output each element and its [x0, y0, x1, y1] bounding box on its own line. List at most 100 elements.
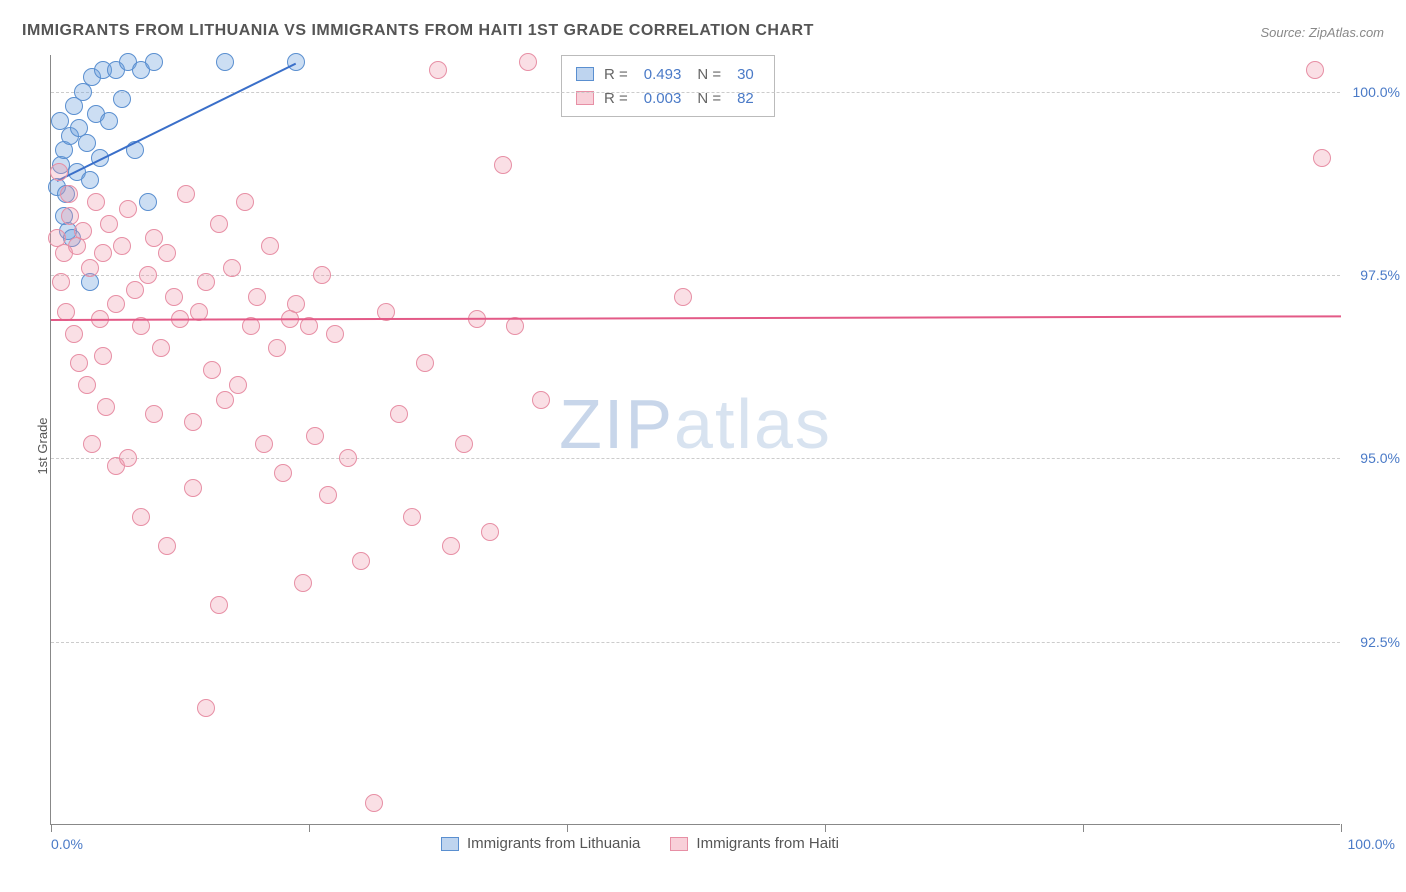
data-point: [403, 508, 421, 526]
x-axis-max-label: 100.0%: [1348, 836, 1395, 852]
data-point: [674, 288, 692, 306]
data-point: [352, 552, 370, 570]
gridline: [51, 458, 1340, 459]
data-point: [52, 273, 70, 291]
data-point: [390, 405, 408, 423]
swatch-blue-icon: [576, 67, 594, 81]
data-point: [70, 354, 88, 372]
data-point: [87, 193, 105, 211]
data-point: [94, 347, 112, 365]
data-point: [81, 171, 99, 189]
y-tick-label: 92.5%: [1345, 634, 1400, 650]
data-point: [100, 215, 118, 233]
data-point: [210, 215, 228, 233]
data-point: [455, 435, 473, 453]
data-point: [442, 537, 460, 555]
y-tick-label: 97.5%: [1345, 267, 1400, 283]
data-point: [100, 112, 118, 130]
swatch-pink-icon: [576, 91, 594, 105]
x-axis-min-label: 0.0%: [51, 836, 83, 852]
data-point: [223, 259, 241, 277]
trendline: [51, 315, 1341, 321]
data-point: [51, 112, 69, 130]
data-point: [326, 325, 344, 343]
legend-label: Immigrants from Lithuania: [467, 835, 640, 852]
data-point: [50, 163, 68, 181]
legend-row-haiti: R = 0.003 N = 82: [576, 86, 760, 110]
data-point: [506, 317, 524, 335]
data-point: [113, 90, 131, 108]
data-point: [145, 405, 163, 423]
y-tick-label: 100.0%: [1345, 84, 1400, 100]
r-label: R =: [604, 66, 628, 83]
scatter-plot-area: ZIPatlas R = 0.493 N = 30 R = 0.003 N = …: [50, 55, 1340, 825]
x-tick: [309, 824, 310, 832]
data-point: [1313, 149, 1331, 167]
r-value-lithuania: 0.493: [644, 66, 682, 83]
data-point: [287, 295, 305, 313]
legend-label: Immigrants from Haiti: [696, 835, 839, 852]
data-point: [152, 339, 170, 357]
data-point: [229, 376, 247, 394]
data-point: [165, 288, 183, 306]
data-point: [203, 361, 221, 379]
data-point: [306, 427, 324, 445]
data-point: [481, 523, 499, 541]
x-tick: [51, 824, 52, 832]
data-point: [78, 376, 96, 394]
legend-row-lithuania: R = 0.493 N = 30: [576, 62, 760, 86]
correlation-legend: R = 0.493 N = 30 R = 0.003 N = 82: [561, 55, 775, 117]
data-point: [113, 237, 131, 255]
data-point: [119, 449, 137, 467]
data-point: [184, 479, 202, 497]
data-point: [1306, 61, 1324, 79]
data-point: [81, 259, 99, 277]
data-point: [107, 295, 125, 313]
data-point: [158, 537, 176, 555]
n-label: N =: [697, 66, 721, 83]
data-point: [287, 53, 305, 71]
n-value-lithuania: 30: [737, 66, 754, 83]
data-point: [313, 266, 331, 284]
legend-item-lithuania: Immigrants from Lithuania: [441, 835, 640, 852]
data-point: [74, 222, 92, 240]
data-point: [216, 391, 234, 409]
series-legend: Immigrants from Lithuania Immigrants fro…: [441, 835, 839, 852]
data-point: [197, 273, 215, 291]
data-point: [94, 244, 112, 262]
x-tick: [567, 824, 568, 832]
x-tick: [1341, 824, 1342, 832]
data-point: [319, 486, 337, 504]
data-point: [210, 596, 228, 614]
data-point: [274, 464, 292, 482]
data-point: [78, 134, 96, 152]
x-tick: [1083, 824, 1084, 832]
chart-title: IMMIGRANTS FROM LITHUANIA VS IMMIGRANTS …: [22, 22, 814, 40]
data-point: [248, 288, 266, 306]
data-point: [126, 281, 144, 299]
gridline: [51, 92, 1340, 93]
source-attribution: Source: ZipAtlas.com: [1260, 25, 1384, 40]
data-point: [429, 61, 447, 79]
data-point: [65, 325, 83, 343]
data-point: [177, 185, 195, 203]
data-point: [255, 435, 273, 453]
data-point: [139, 266, 157, 284]
data-point: [261, 237, 279, 255]
data-point: [236, 193, 254, 211]
data-point: [294, 574, 312, 592]
data-point: [83, 435, 101, 453]
legend-item-haiti: Immigrants from Haiti: [670, 835, 839, 852]
data-point: [145, 53, 163, 71]
y-axis-label: 1st Grade: [35, 417, 50, 474]
x-tick: [825, 824, 826, 832]
data-point: [365, 794, 383, 812]
gridline: [51, 275, 1340, 276]
data-point: [139, 193, 157, 211]
data-point: [158, 244, 176, 262]
data-point: [494, 156, 512, 174]
data-point: [145, 229, 163, 247]
watermark: ZIPatlas: [559, 384, 832, 464]
data-point: [132, 508, 150, 526]
gridline: [51, 642, 1340, 643]
